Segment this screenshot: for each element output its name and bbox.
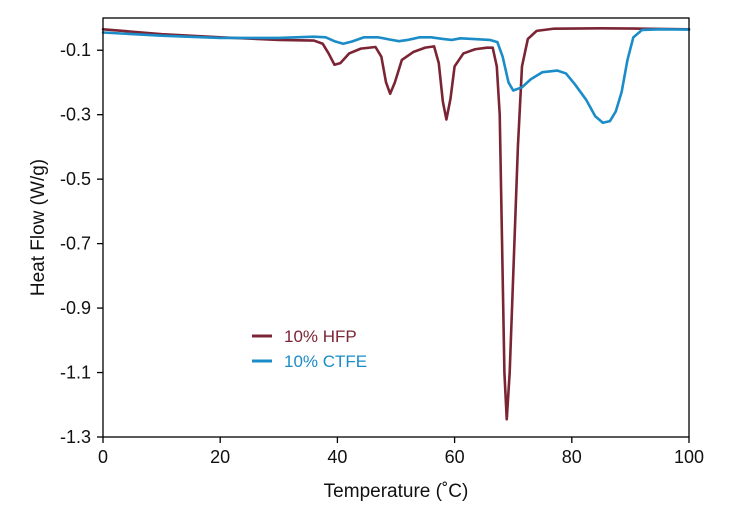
x-tick-label: 60: [445, 447, 465, 467]
y-tick-label: -0.3: [60, 105, 91, 125]
series-line-1: [101, 27, 691, 421]
legend-label-1: 10% HFP: [284, 327, 357, 346]
x-tick-label: 80: [562, 447, 582, 467]
x-tick-label: 20: [210, 447, 230, 467]
y-tick-label: -0.7: [60, 234, 91, 254]
y-tick-label: -0.5: [60, 169, 91, 189]
y-tick-label: -0.9: [60, 298, 91, 318]
series-line-2: [101, 27, 691, 125]
y-tick-label: -0.1: [60, 40, 91, 60]
legend-label-2: 10% CTFE: [284, 352, 367, 371]
x-tick-label: 40: [327, 447, 347, 467]
x-tick-label: 100: [674, 447, 704, 467]
x-axis-title: Temperature (˚C): [324, 481, 469, 502]
legend: 10% HFP 10% CTFE: [252, 327, 367, 371]
x-tick-label: 0: [98, 447, 108, 467]
y-tick-label: -1.3: [60, 427, 91, 447]
series-layer: [101, 27, 691, 421]
y-axis: -0.1 -0.3 -0.5 -0.7 -0.9 -1.1 -1.3: [60, 40, 103, 447]
plot-frame: [102, 17, 690, 438]
x-axis: 0 20 40 60 80 100: [98, 437, 704, 467]
y-axis-title: Heat Flow (W/g): [28, 159, 49, 296]
y-tick-label: -1.1: [60, 363, 91, 383]
